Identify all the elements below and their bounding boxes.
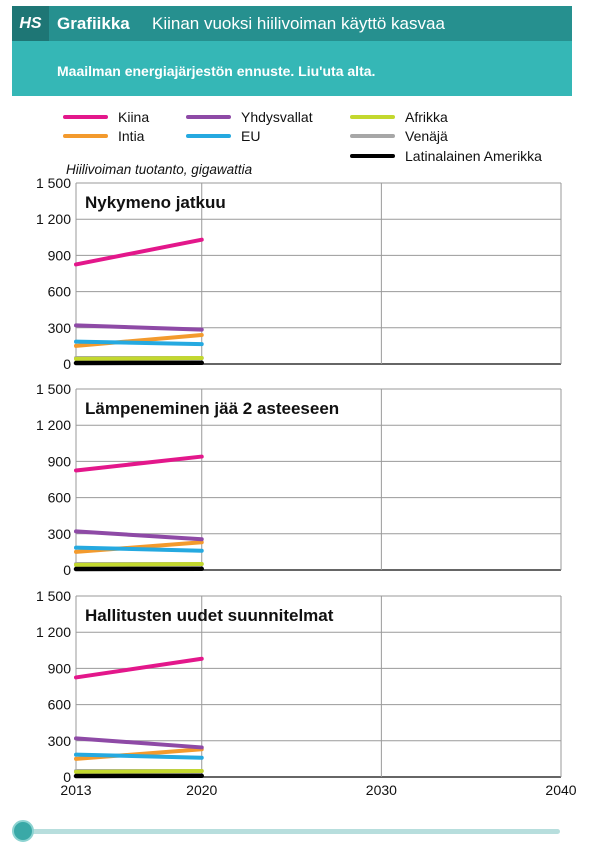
y-tick-label: 0 [63, 562, 71, 578]
y-tick-label: 900 [48, 660, 72, 676]
header-bar: HS Grafiikka Kiinan vuoksi hiilivoiman k… [12, 6, 572, 41]
series-line-eu [74, 545, 204, 553]
page-subtitle: Maailman energiajärjestön ennuste. Liu'u… [57, 63, 376, 79]
timeline-slider-track[interactable] [22, 829, 560, 834]
series-line-afrikka [74, 355, 204, 361]
y-tick-label: 1 200 [36, 417, 71, 433]
y-unit-label: Hiilivoiman tuotanto, gigawattia [66, 162, 253, 177]
y-tick-label: 1 500 [36, 175, 71, 191]
page-title: Kiinan vuoksi hiilivoiman käyttö kasvaa [152, 14, 445, 33]
legend-label: Yhdysvallat [241, 109, 313, 125]
legend-swatch [350, 154, 395, 158]
y-tick-label: 900 [48, 453, 72, 469]
series-line-intia [74, 540, 204, 554]
series-line-yhdysvallat [74, 529, 204, 542]
header-banner: HS Grafiikka Kiinan vuoksi hiilivoiman k… [12, 6, 572, 96]
x-tick-label: 2020 [186, 782, 217, 798]
series-line-intia [74, 333, 204, 348]
legend-label: Intia [118, 128, 145, 144]
legend-swatch [350, 115, 395, 119]
y-tick-label: 900 [48, 247, 72, 263]
legend-label: EU [241, 128, 261, 144]
y-tick-label: 1 200 [36, 624, 71, 640]
legend-swatch [186, 115, 231, 119]
series-line-kiina [74, 454, 204, 473]
legend-label: Kiina [118, 109, 150, 125]
series-line-afrikka [74, 768, 204, 774]
panel-title: Nykymeno jatkuu [85, 193, 226, 212]
timeline-slider-handle[interactable] [12, 820, 34, 842]
section-label: Grafiikka [57, 14, 130, 33]
legend-label: Afrikka [405, 109, 448, 125]
legend-swatch [63, 115, 108, 119]
y-tick-label: 1 500 [36, 588, 71, 604]
x-tick-label: 2030 [366, 782, 397, 798]
legend-swatch [63, 134, 108, 138]
y-tick-label: 0 [63, 356, 71, 372]
y-tick-label: 0 [63, 769, 71, 785]
series-line-yhdysvallat [74, 736, 204, 750]
chart-legend: Kiina Intia Yhdysvallat EU Afrikka Venäj… [0, 0, 590, 170]
legend-swatch [350, 134, 395, 138]
y-tick-label: 1 500 [36, 381, 71, 397]
legend-label: Latinalainen Amerikka [405, 148, 542, 164]
x-tick-label: 2040 [545, 782, 576, 798]
panel-title: Lämpeneminen jää 2 asteeseen [85, 399, 339, 418]
series-line-kiina [74, 237, 204, 267]
y-tick-label: 1 200 [36, 211, 71, 227]
hs-logo[interactable]: HS [12, 6, 49, 41]
legend-label: Venäjä [405, 128, 448, 144]
y-tick-label: 300 [48, 526, 72, 542]
y-tick-label: 600 [48, 490, 72, 506]
series-line-yhdysvallat [74, 323, 204, 332]
x-tick-label: 2013 [60, 782, 91, 798]
y-tick-label: 300 [48, 733, 72, 749]
y-tick-label: 600 [48, 697, 72, 713]
series-line-kiina [74, 656, 204, 680]
series-line-afrikka [74, 561, 204, 567]
series-line-eu [74, 339, 204, 347]
series-line-eu [74, 752, 204, 760]
y-tick-label: 600 [48, 284, 72, 300]
y-tick-label: 300 [48, 320, 72, 336]
panel-title: Hallitusten uudet suunnitelmat [85, 606, 334, 625]
legend-swatch [186, 134, 231, 138]
series-line-intia [74, 747, 204, 761]
